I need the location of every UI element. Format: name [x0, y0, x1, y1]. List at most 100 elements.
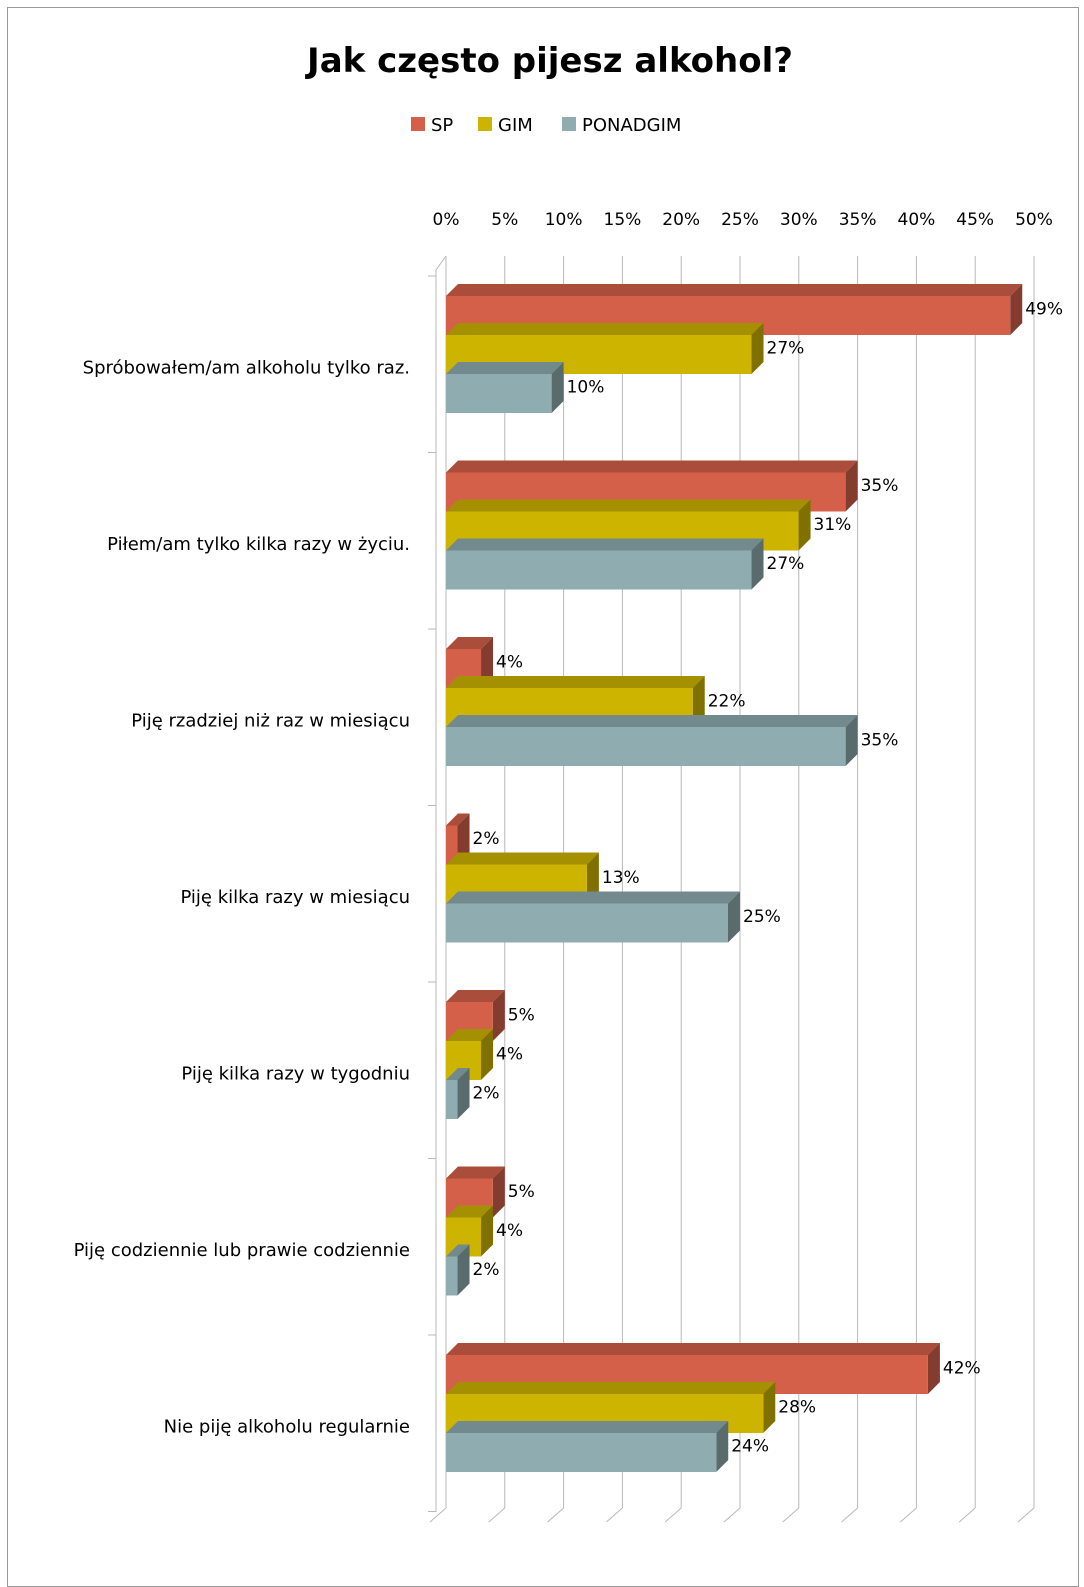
bar-top-sp-0 — [446, 284, 1023, 296]
x-tick-label-4: 20% — [662, 210, 700, 230]
x-tick-label-10: 50% — [1015, 210, 1053, 230]
bar-top-ponadgim-3 — [446, 891, 740, 904]
x-tick-label-2: 10% — [545, 210, 583, 230]
bar-top-gim-1 — [446, 499, 811, 512]
bar-side-ponadgim-2 — [845, 715, 858, 766]
chart-title: Jak często pijesz alkohol? — [305, 41, 793, 81]
bar-top-sp-1 — [446, 460, 858, 473]
bar-ponadgim-1 — [446, 550, 752, 590]
bar-ponadgim-0 — [446, 374, 552, 413]
bar-side-sp-4 — [492, 990, 505, 1041]
bar-ponadgim-4 — [446, 1080, 458, 1119]
bar-top-gim-0 — [446, 323, 764, 335]
bar-side-gim-0 — [751, 323, 764, 374]
bar-ponadgim-3 — [446, 903, 728, 943]
legend-swatch-gim — [478, 117, 492, 131]
value-label-sp-5: 5% — [508, 1182, 535, 1202]
category-label-1: Piłem/am tylko kilka razy w życiu. — [107, 534, 410, 555]
value-label-ponadgim-4: 2% — [473, 1084, 500, 1104]
value-label-ponadgim-2: 35% — [861, 731, 899, 751]
bar-side-gim-3 — [586, 852, 599, 904]
bar-top-ponadgim-0 — [446, 362, 564, 374]
bar-top-gim-5 — [446, 1205, 494, 1218]
grid-floor-line-1 — [488, 1507, 506, 1523]
value-label-ponadgim-3: 25% — [743, 907, 781, 927]
value-label-gim-6: 28% — [778, 1398, 816, 1418]
bar-top-ponadgim-1 — [446, 538, 764, 551]
value-label-sp-3: 2% — [473, 829, 500, 849]
x-tick-label-5: 25% — [721, 210, 759, 230]
value-label-sp-1: 35% — [861, 476, 899, 496]
grid-floor-line-10 — [1017, 1507, 1035, 1523]
value-label-ponadgim-6: 24% — [731, 1437, 769, 1457]
x-tick-label-3: 15% — [604, 210, 642, 230]
category-label-6: Nie piję alkoholu regularnie — [164, 1416, 410, 1437]
value-label-gim-1: 31% — [814, 515, 852, 535]
bar-side-ponadgim-4 — [457, 1068, 470, 1119]
chart-frame — [7, 7, 1079, 1587]
bar-top-sp-4 — [446, 990, 505, 1002]
value-label-sp-6: 42% — [943, 1359, 981, 1379]
bar-side-sp-2 — [481, 637, 494, 688]
grid-floor-line-2 — [547, 1507, 564, 1523]
bar-top-gim-3 — [446, 852, 599, 865]
bar-side-sp-5 — [492, 1166, 505, 1218]
legend-swatch-ponadgim — [562, 117, 576, 131]
bar-side-ponadgim-6 — [716, 1421, 729, 1472]
bar-side-ponadgim-1 — [751, 538, 764, 590]
bar-side-sp-6 — [927, 1343, 940, 1394]
grid-floor-line-6 — [782, 1507, 800, 1523]
bar-side-gim-6 — [763, 1382, 776, 1433]
category-label-0: Spróbowałem/am alkoholu tylko raz. — [83, 357, 410, 378]
legend-label-gim: GIM — [498, 115, 533, 136]
value-label-ponadgim-5: 2% — [473, 1260, 500, 1280]
bar-ponadgim-2 — [446, 727, 846, 766]
x-tick-label-7: 35% — [839, 210, 877, 230]
grid-floor-line-9 — [958, 1507, 976, 1523]
bar-top-sp-2 — [446, 637, 494, 649]
legend-label-ponadgim: PONADGIM — [582, 115, 681, 136]
bar-side-gim-4 — [481, 1029, 494, 1080]
value-label-ponadgim-1: 27% — [767, 554, 805, 574]
bar-top-gim-6 — [446, 1382, 776, 1394]
bar-side-gim-1 — [798, 499, 811, 551]
grid-floor-line-7 — [841, 1507, 858, 1523]
bar-top-gim-4 — [446, 1029, 494, 1041]
value-label-gim-4: 4% — [496, 1045, 523, 1065]
bar-top-gim-2 — [446, 676, 705, 688]
value-label-gim-0: 27% — [767, 339, 805, 359]
grid-floor-line-8 — [900, 1507, 917, 1523]
value-label-gim-5: 4% — [496, 1221, 523, 1241]
bar-ponadgim-6 — [446, 1433, 717, 1472]
bar-top-sp-3 — [446, 813, 470, 826]
bar-side-ponadgim-0 — [551, 362, 564, 413]
bar-top-sp-6 — [446, 1343, 940, 1355]
value-label-sp-4: 5% — [508, 1006, 535, 1026]
category-label-2: Piję rzadziej niż raz w miesiącu — [131, 710, 410, 731]
bar-side-ponadgim-3 — [728, 891, 740, 943]
grid-floor-line-4 — [664, 1507, 682, 1523]
bar-top-ponadgim-4 — [446, 1068, 470, 1080]
x-tick-label-0: 0% — [433, 210, 460, 230]
value-label-sp-0: 49% — [1025, 300, 1063, 320]
category-label-4: Piję kilka razy w tygodniu — [181, 1063, 410, 1084]
category-label-5: Piję codziennie lub prawie codziennie — [74, 1240, 410, 1261]
category-label-3: Piję kilka razy w miesiącu — [180, 887, 410, 908]
bar-top-sp-5 — [446, 1166, 505, 1179]
legend-swatch-sp — [411, 117, 425, 131]
x-tick-label-9: 45% — [956, 210, 994, 230]
bar-side-sp-3 — [457, 813, 470, 865]
bar-side-sp-0 — [1010, 284, 1023, 335]
x-tick-label-1: 5% — [491, 210, 518, 230]
bar-side-gim-2 — [692, 676, 705, 727]
value-label-sp-2: 4% — [496, 653, 523, 673]
value-label-gim-2: 22% — [708, 692, 746, 712]
x-tick-label-6: 30% — [780, 210, 818, 230]
value-label-ponadgim-0: 10% — [567, 378, 605, 398]
grid-floor-line-3 — [606, 1507, 623, 1523]
bar-sp-3 — [446, 825, 458, 865]
bar-top-ponadgim-2 — [446, 715, 858, 727]
bar-side-ponadgim-5 — [457, 1244, 470, 1296]
bar-side-gim-5 — [481, 1205, 494, 1257]
